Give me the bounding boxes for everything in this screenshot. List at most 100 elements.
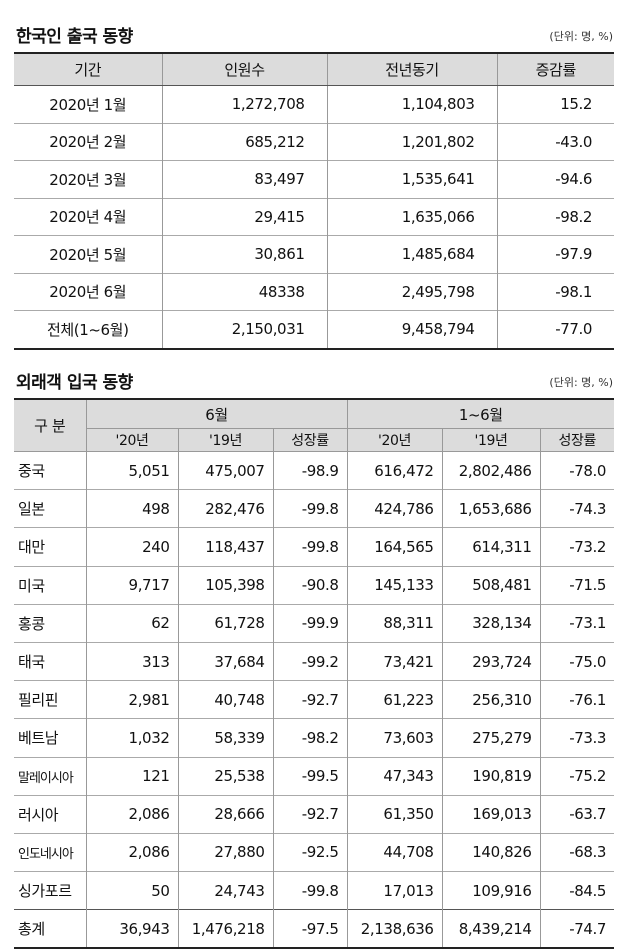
ytd-2019-cell: 169,013 — [441, 794, 541, 834]
header-count: 인원수 — [161, 53, 327, 86]
ytd-2019-cell: 256,310 — [441, 680, 541, 719]
jun-growth-cell: -99.8 — [272, 527, 348, 567]
ytd-2019-cell: 293,724 — [441, 641, 541, 681]
jun-growth-cell: -92.7 — [272, 680, 348, 719]
period-cell: 2020년 6월 — [14, 272, 162, 311]
jun-growth-cell: -99.8 — [272, 871, 348, 910]
header-jan-jun: 1~6월 — [346, 398, 615, 429]
ytd-growth-cell: -78.0 — [539, 450, 615, 490]
ytd-growth-cell: -75.2 — [539, 756, 615, 796]
change-rate-cell: 15.2 — [496, 85, 614, 123]
country-cell: 베트남 — [14, 718, 86, 757]
subheader-2020: '20년 — [85, 428, 179, 452]
country-cell: 일본 — [14, 489, 86, 528]
ytd-growth-cell: -74.3 — [539, 489, 615, 528]
prev-year-cell: 1,201,802 — [326, 122, 497, 161]
jun-2020-cell: 1,032 — [85, 718, 178, 757]
country-cell: 중국 — [14, 450, 86, 490]
count-cell: 48338 — [161, 272, 327, 311]
jun-2019-cell: 37,684 — [177, 641, 273, 681]
prev-year-cell: 1,635,066 — [326, 197, 497, 236]
country-cell: 태국 — [14, 641, 86, 681]
ytd-growth-cell: -73.1 — [539, 603, 615, 643]
inbound-row: 말레이시아 121 25,538 -99.5 47,343 190,819 -75.2 — [14, 756, 615, 796]
change-rate-cell: -43.0 — [496, 122, 614, 161]
jun-2019-cell: 24,743 — [177, 871, 273, 910]
ytd-2019-cell: 2,802,486 — [441, 450, 541, 490]
inbound-row: 미국 9,717 105,398 -90.8 145,133 508,481 -71.5 — [14, 565, 615, 605]
ytd-2019-cell: 109,916 — [441, 871, 541, 910]
ytd-growth-cell: -63.7 — [539, 794, 615, 834]
inbound-section-title: 외래객 입국 동향 — [16, 373, 133, 393]
ytd-growth-cell: -68.3 — [539, 832, 615, 872]
count-cell: 29,415 — [161, 197, 327, 236]
jun-2020-cell: 121 — [85, 756, 178, 796]
header-change-rate: 증감률 — [496, 53, 614, 86]
jun-growth-cell: -99.8 — [272, 489, 348, 528]
inbound-row: 필리핀 2,981 40,748 -92.7 61,223 256,310 -76.1 — [14, 680, 615, 719]
prev-year-cell: 1,104,803 — [326, 85, 497, 123]
jun-2019-cell: 105,398 — [177, 565, 273, 605]
ytd-2019-cell: 275,279 — [441, 718, 541, 757]
period-cell: 2020년 5월 — [14, 235, 162, 273]
inbound-row: 태국 313 37,684 -99.2 73,421 293,724 -75.0 — [14, 641, 615, 681]
period-cell: 2020년 1월 — [14, 85, 162, 123]
jun-2020-cell: 62 — [85, 603, 178, 643]
ytd-2020-cell: 61,223 — [346, 680, 443, 719]
country-cell: 인도네시아 — [14, 832, 86, 872]
jun-2020-cell: 5,051 — [85, 450, 178, 490]
jun-2020-cell: 498 — [85, 489, 178, 528]
ytd-growth-cell: -73.2 — [539, 527, 615, 567]
ytd-2019-cell: 140,826 — [441, 832, 541, 872]
subheader-2019: '19년 — [177, 428, 274, 452]
jun-growth-cell: -99.2 — [272, 641, 348, 681]
ytd-growth-cell: -74.7 — [539, 909, 615, 949]
inbound-row: 총계 36,943 1,476,218 -97.5 2,138,636 8,439,214… — [14, 909, 615, 949]
ytd-2020-cell: 61,350 — [346, 794, 443, 834]
inbound-unit-label: (단위: 명, %) — [549, 376, 613, 389]
outbound-row: 전체(1~6월) 2,150,031 9,458,794 -77.0 — [14, 310, 614, 349]
inbound-row: 대만 240 118,437 -99.8 164,565 614,311 -73.2 — [14, 527, 615, 567]
ytd-2019-cell: 328,134 — [441, 603, 541, 643]
prev-year-cell: 2,495,798 — [326, 272, 497, 311]
prev-year-cell: 1,535,641 — [326, 160, 497, 198]
change-rate-cell: -97.9 — [496, 235, 614, 273]
outbound-row: 2020년 5월 30,861 1,485,684 -97.9 — [14, 235, 614, 273]
ytd-growth-cell: -84.5 — [539, 871, 615, 910]
change-rate-cell: -98.2 — [496, 197, 614, 236]
header-prev-year: 전년동기 — [326, 53, 497, 86]
count-cell: 30,861 — [161, 235, 327, 273]
jun-growth-cell: -97.5 — [272, 909, 348, 949]
prev-year-cell: 9,458,794 — [326, 310, 497, 349]
jun-2020-cell: 36,943 — [85, 909, 178, 949]
country-cell: 말레이시아 — [14, 756, 86, 796]
ytd-2020-cell: 164,565 — [346, 527, 443, 567]
ytd-2019-cell: 8,439,214 — [441, 909, 541, 949]
ytd-growth-cell: -73.3 — [539, 718, 615, 757]
period-cell: 2020년 4월 — [14, 197, 162, 236]
subheader-growth: 성장률 — [272, 428, 348, 452]
outbound-section-title: 한국인 출국 동향 — [16, 27, 133, 47]
header-gubun: 구 분 — [14, 398, 87, 452]
outbound-row: 2020년 4월 29,415 1,635,066 -98.2 — [14, 197, 614, 236]
jun-growth-cell: -92.5 — [272, 832, 348, 872]
inbound-header-row-2: '20년 '19년 성장률 '20년 '19년 성장률 — [14, 428, 615, 452]
period-cell: 2020년 2월 — [14, 122, 162, 161]
jun-2019-cell: 118,437 — [177, 527, 273, 567]
prev-year-cell: 1,485,684 — [326, 235, 497, 273]
country-cell: 싱가포르 — [14, 871, 86, 910]
outbound-row: 2020년 1월 1,272,708 1,104,803 15.2 — [14, 85, 614, 123]
change-rate-cell: -77.0 — [496, 310, 614, 349]
country-cell: 필리핀 — [14, 680, 86, 719]
count-cell: 83,497 — [161, 160, 327, 198]
outbound-unit-label: (단위: 명, %) — [549, 30, 613, 43]
ytd-growth-cell: -75.0 — [539, 641, 615, 681]
country-cell: 총계 — [14, 909, 86, 949]
jun-2019-cell: 58,339 — [177, 718, 273, 757]
jun-2019-cell: 282,476 — [177, 489, 273, 528]
jun-growth-cell: -99.9 — [272, 603, 348, 643]
inbound-row: 인도네시아 2,086 27,880 -92.5 44,708 140,826 -68.3 — [14, 832, 615, 872]
ytd-2020-cell: 145,133 — [346, 565, 443, 605]
jun-2020-cell: 313 — [85, 641, 178, 681]
inbound-row: 싱가포르 50 24,743 -99.8 17,013 109,916 -84.5 — [14, 871, 615, 910]
